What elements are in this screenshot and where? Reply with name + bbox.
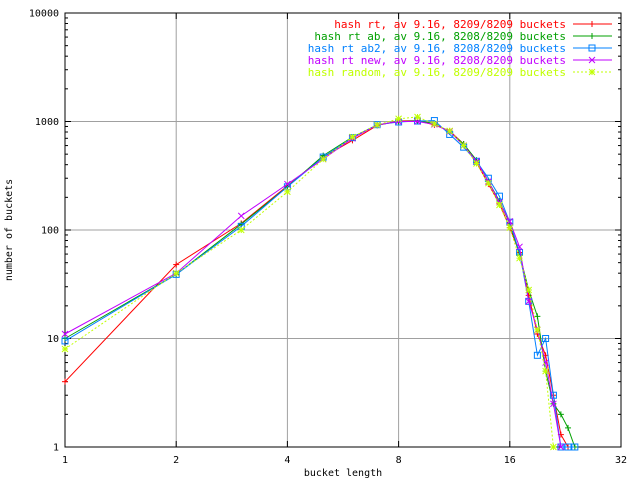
series-2 <box>62 118 578 450</box>
series-4 <box>61 118 565 451</box>
series-5 <box>61 113 557 451</box>
data-point <box>496 201 503 209</box>
data-point <box>550 400 557 408</box>
data-point <box>431 120 438 128</box>
x-tick-label: 4 <box>284 455 290 466</box>
data-point <box>557 411 564 418</box>
data-point <box>173 261 180 268</box>
series-line <box>64 120 569 448</box>
y-tick-label: 1000 <box>35 117 59 128</box>
data-point <box>284 180 291 188</box>
data-point <box>349 133 356 141</box>
series-line <box>64 120 576 448</box>
data-point <box>61 330 69 338</box>
data-point <box>588 56 596 64</box>
grid-lines <box>65 13 621 447</box>
data-point <box>395 115 402 123</box>
legend-label: hash rt, av 9.16, 8209/8209 buckets <box>334 18 566 31</box>
legend-label: hash rt ab, av 9.16, 8208/8209 buckets <box>314 30 566 43</box>
legend: hash rt, av 9.16, 8209/8209 bucketshash … <box>308 18 612 79</box>
data-point <box>319 155 327 163</box>
data-point <box>542 367 549 375</box>
data-point <box>414 113 421 121</box>
x-tick-label: 16 <box>504 455 516 466</box>
data-point <box>446 127 454 135</box>
data-point <box>485 179 492 187</box>
data-point <box>373 121 381 129</box>
series-3 <box>61 117 579 451</box>
data-point <box>588 44 596 52</box>
x-tick-label: 1 <box>62 455 68 466</box>
tick-labels: 1 2 4 8 16 32 1 10 100 1000 10000 <box>29 9 627 467</box>
y-axis-title: number of buckets <box>4 179 15 281</box>
data-point <box>534 326 541 334</box>
data-point <box>533 351 541 359</box>
data-point <box>516 254 523 262</box>
data-point <box>516 243 523 251</box>
y-tick-label: 10000 <box>29 9 59 20</box>
data-point <box>550 443 557 451</box>
data-point <box>542 335 550 342</box>
y-tick-label: 1 <box>53 443 59 454</box>
data-point <box>557 443 565 451</box>
data-point <box>506 218 514 225</box>
data-point <box>589 21 595 27</box>
series-layer <box>61 113 579 451</box>
y-tick-label: 10 <box>47 334 59 345</box>
x-tick-label: 8 <box>396 455 402 466</box>
data-point <box>506 224 514 232</box>
x-axis-title: bucket length <box>304 468 382 479</box>
legend-label: hash rt ab2, av 9.16, 8208/8209 buckets <box>308 42 566 55</box>
series-line <box>64 120 575 448</box>
data-point <box>460 142 468 149</box>
data-point <box>549 391 557 399</box>
data-point <box>564 443 572 451</box>
data-point <box>237 212 245 220</box>
data-point <box>557 443 565 451</box>
y-tick-label: 100 <box>41 226 59 237</box>
data-point <box>534 313 541 320</box>
data-point <box>172 269 180 277</box>
data-point <box>284 188 291 196</box>
legend-label: hash random, av 9.16, 8209/8209 buckets <box>308 66 566 79</box>
x-tick-label: 2 <box>173 455 179 466</box>
series-1 <box>62 117 572 450</box>
data-point <box>473 160 480 167</box>
legend-label: hash rt new, av 9.16, 8208/8209 buckets <box>308 54 566 67</box>
series-line <box>64 121 562 448</box>
data-point <box>61 345 69 353</box>
data-point <box>62 378 68 385</box>
data-point <box>237 226 245 234</box>
data-point <box>571 443 579 451</box>
data-point <box>588 68 596 76</box>
data-point <box>589 33 595 39</box>
data-point <box>525 297 533 305</box>
data-point <box>61 337 69 345</box>
data-point <box>525 286 533 294</box>
data-point <box>565 424 572 431</box>
x-tick-label: 32 <box>615 455 627 466</box>
